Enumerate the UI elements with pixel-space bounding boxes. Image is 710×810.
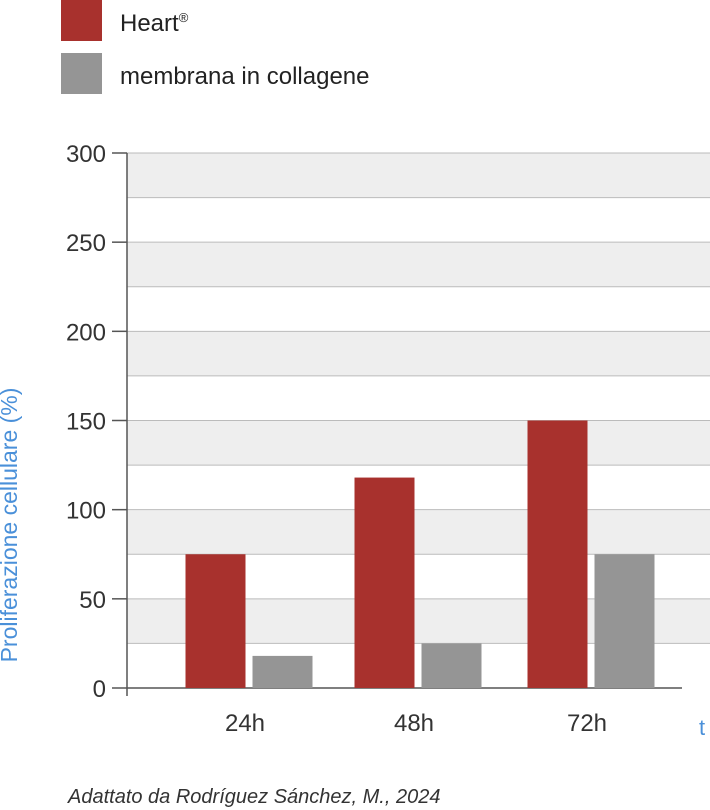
y-tick-label: 300: [66, 141, 106, 168]
bar-72h-heart: [527, 420, 588, 688]
x-tick-label: 48h: [394, 710, 434, 737]
bar-chart: 0 50 100 150 200 250 300 24h 48h 72h t Proliferazio…: [0, 141, 710, 740]
grid-band: [127, 242, 710, 287]
bar-24h-heart: [185, 554, 246, 688]
legend-label-heart: Heart®: [120, 10, 189, 37]
legend-label-collagen: membrana in collagene: [120, 63, 370, 90]
legend-swatch-heart: [61, 0, 102, 41]
y-axis-label: Proliferazione cellulare (%): [0, 388, 22, 663]
source-citation: Adattato da Rodríguez Sánchez, M., 2024: [68, 786, 441, 808]
x-axis-label: t: [699, 715, 705, 740]
legend-swatch-collagen: [61, 53, 102, 94]
x-tick-label: 72h: [567, 710, 607, 737]
bar-72h-collagen: [594, 554, 655, 688]
grid-band: [127, 420, 710, 466]
bar-48h-heart: [354, 477, 415, 688]
y-tick-label: 200: [66, 319, 106, 346]
x-tick-label: 24h: [225, 710, 265, 737]
y-tick-label: 100: [66, 498, 106, 525]
grid-band: [127, 153, 710, 198]
y-tick-label: 250: [66, 230, 106, 257]
grid-band: [127, 509, 710, 555]
bar-48h-collagen: [421, 643, 482, 688]
grid-band: [127, 331, 710, 376]
y-tick-label: 0: [93, 676, 106, 703]
y-tick-label: 50: [79, 587, 106, 614]
y-tick-label: 150: [66, 409, 106, 436]
bar-24h-collagen: [252, 655, 313, 688]
